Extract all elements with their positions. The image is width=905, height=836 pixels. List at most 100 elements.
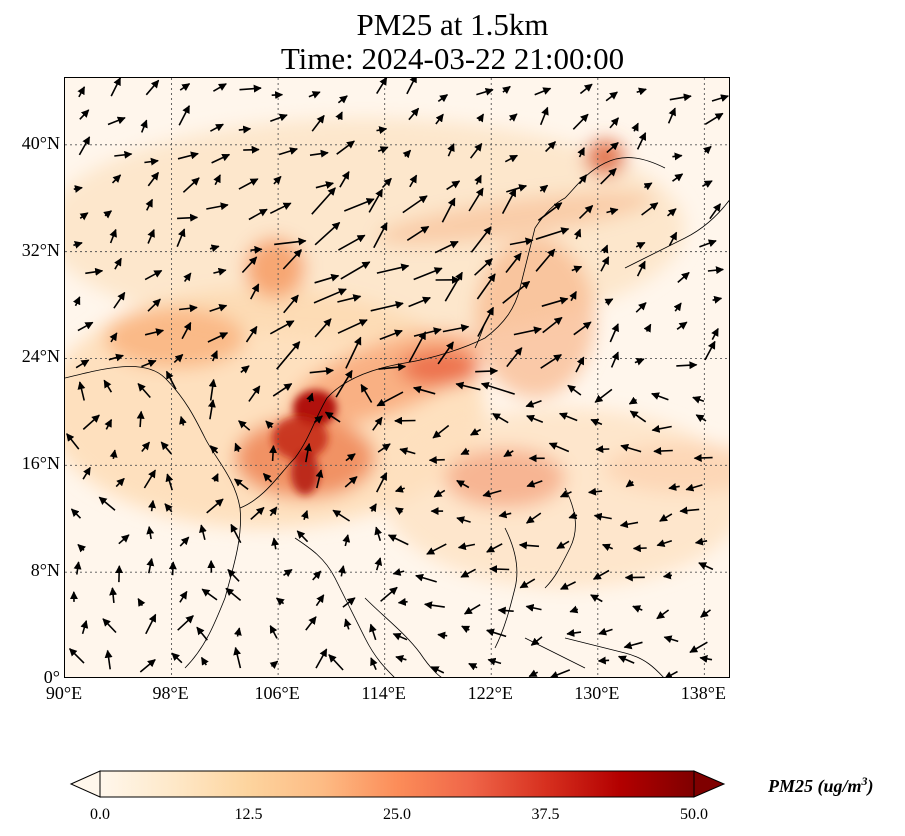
wind-vector xyxy=(659,513,673,522)
wind-vector xyxy=(311,187,336,215)
wind-vector xyxy=(535,227,570,240)
wind-vector xyxy=(408,107,420,121)
wind-vector xyxy=(250,506,265,520)
wind-vector xyxy=(368,503,377,513)
wind-vector xyxy=(98,496,116,511)
wind-vector xyxy=(275,597,285,606)
colorbar-tick-label: 37.5 xyxy=(531,806,560,823)
wind-vector xyxy=(271,91,284,100)
wind-vector xyxy=(269,624,278,639)
wind-vector xyxy=(643,182,653,191)
wind-vector xyxy=(620,443,642,453)
wind-vector xyxy=(296,530,309,543)
wind-vector xyxy=(209,244,220,253)
wind-vector xyxy=(590,418,603,427)
wind-vector xyxy=(70,508,82,519)
wind-vector xyxy=(102,618,117,634)
wind-vector xyxy=(685,483,703,492)
wind-vector xyxy=(593,512,612,521)
wind-vector xyxy=(315,181,334,189)
wind-vector xyxy=(509,237,534,246)
wind-vector xyxy=(579,83,593,95)
wind-vector xyxy=(492,412,509,424)
wind-vector xyxy=(406,78,417,95)
wind-vector xyxy=(409,174,418,188)
wind-vector xyxy=(269,660,279,669)
wind-vector xyxy=(653,446,673,455)
wind-vector xyxy=(72,296,81,307)
wind-vector xyxy=(181,321,192,340)
wind-vector xyxy=(482,489,502,498)
wind-vector xyxy=(137,598,146,607)
wind-vector xyxy=(148,499,157,512)
wind-vector xyxy=(378,363,407,372)
wind-vector xyxy=(503,449,514,458)
wind-vector xyxy=(75,359,90,369)
wind-vector xyxy=(179,590,188,603)
wind-vector xyxy=(528,669,539,677)
wind-vector xyxy=(177,151,199,160)
wind-vector xyxy=(636,260,646,277)
wind-vector xyxy=(568,511,578,520)
colorbar-label-text: PM25 (ug/m xyxy=(768,776,862,796)
wind-vectors xyxy=(66,78,729,677)
wind-vector xyxy=(540,354,562,369)
lat-tick-label: 0° xyxy=(43,667,60,687)
colorbar-max-extend xyxy=(693,770,726,798)
wind-vector xyxy=(238,420,251,431)
wind-vector xyxy=(111,174,122,184)
wind-vector xyxy=(693,453,713,462)
wind-vector xyxy=(628,396,638,405)
colorbar-tick-label: 25.0 xyxy=(383,806,411,823)
wind-vector xyxy=(559,490,572,498)
wind-vector xyxy=(77,321,94,332)
wind-vector xyxy=(77,86,86,98)
wind-vector xyxy=(486,543,503,553)
pm25-field-map xyxy=(65,78,729,677)
wind-vector xyxy=(177,213,199,222)
wind-vector xyxy=(104,418,113,430)
wind-vector xyxy=(474,174,482,185)
wind-vector xyxy=(269,202,292,215)
wind-vector xyxy=(225,587,242,602)
wind-vector xyxy=(66,433,80,450)
wind-vector xyxy=(651,392,669,401)
wind-vector xyxy=(600,256,610,272)
wind-vector xyxy=(206,202,229,211)
wind-vector xyxy=(664,670,678,677)
wind-vector xyxy=(426,543,447,555)
wind-vector xyxy=(606,141,619,154)
wind-vector xyxy=(679,506,700,515)
wind-vector xyxy=(469,142,483,159)
wind-vector xyxy=(623,641,643,650)
wind-vector xyxy=(617,655,635,664)
wind-vector xyxy=(530,636,543,646)
wind-vector xyxy=(196,626,208,641)
wind-vector xyxy=(145,79,160,96)
wind-vector xyxy=(692,396,705,404)
wind-vector xyxy=(233,646,242,669)
wind-vector xyxy=(541,296,569,307)
wind-vector xyxy=(248,385,261,402)
lon-tick-label: 106°E xyxy=(254,683,300,703)
wind-vector xyxy=(667,107,676,124)
wind-vector xyxy=(629,410,647,423)
wind-vector xyxy=(518,541,540,550)
colorbar-label-superscript: 3 xyxy=(861,774,868,788)
wind-vector xyxy=(456,516,471,524)
wind-vector xyxy=(592,569,610,580)
wind-vector xyxy=(455,381,481,391)
wind-vector xyxy=(636,87,647,96)
wind-vector xyxy=(164,503,173,513)
wind-vector xyxy=(144,328,165,336)
lon-tick-label: 122°E xyxy=(467,683,513,703)
wind-vector xyxy=(636,132,647,150)
wind-vector xyxy=(504,154,519,163)
wind-vector xyxy=(704,112,724,125)
lat-tick-label: 40°N xyxy=(21,132,60,153)
wind-vector xyxy=(556,540,570,550)
wind-vector xyxy=(457,542,476,551)
wind-vector xyxy=(673,302,682,312)
wind-vector xyxy=(276,341,301,370)
wind-vector xyxy=(497,606,514,615)
